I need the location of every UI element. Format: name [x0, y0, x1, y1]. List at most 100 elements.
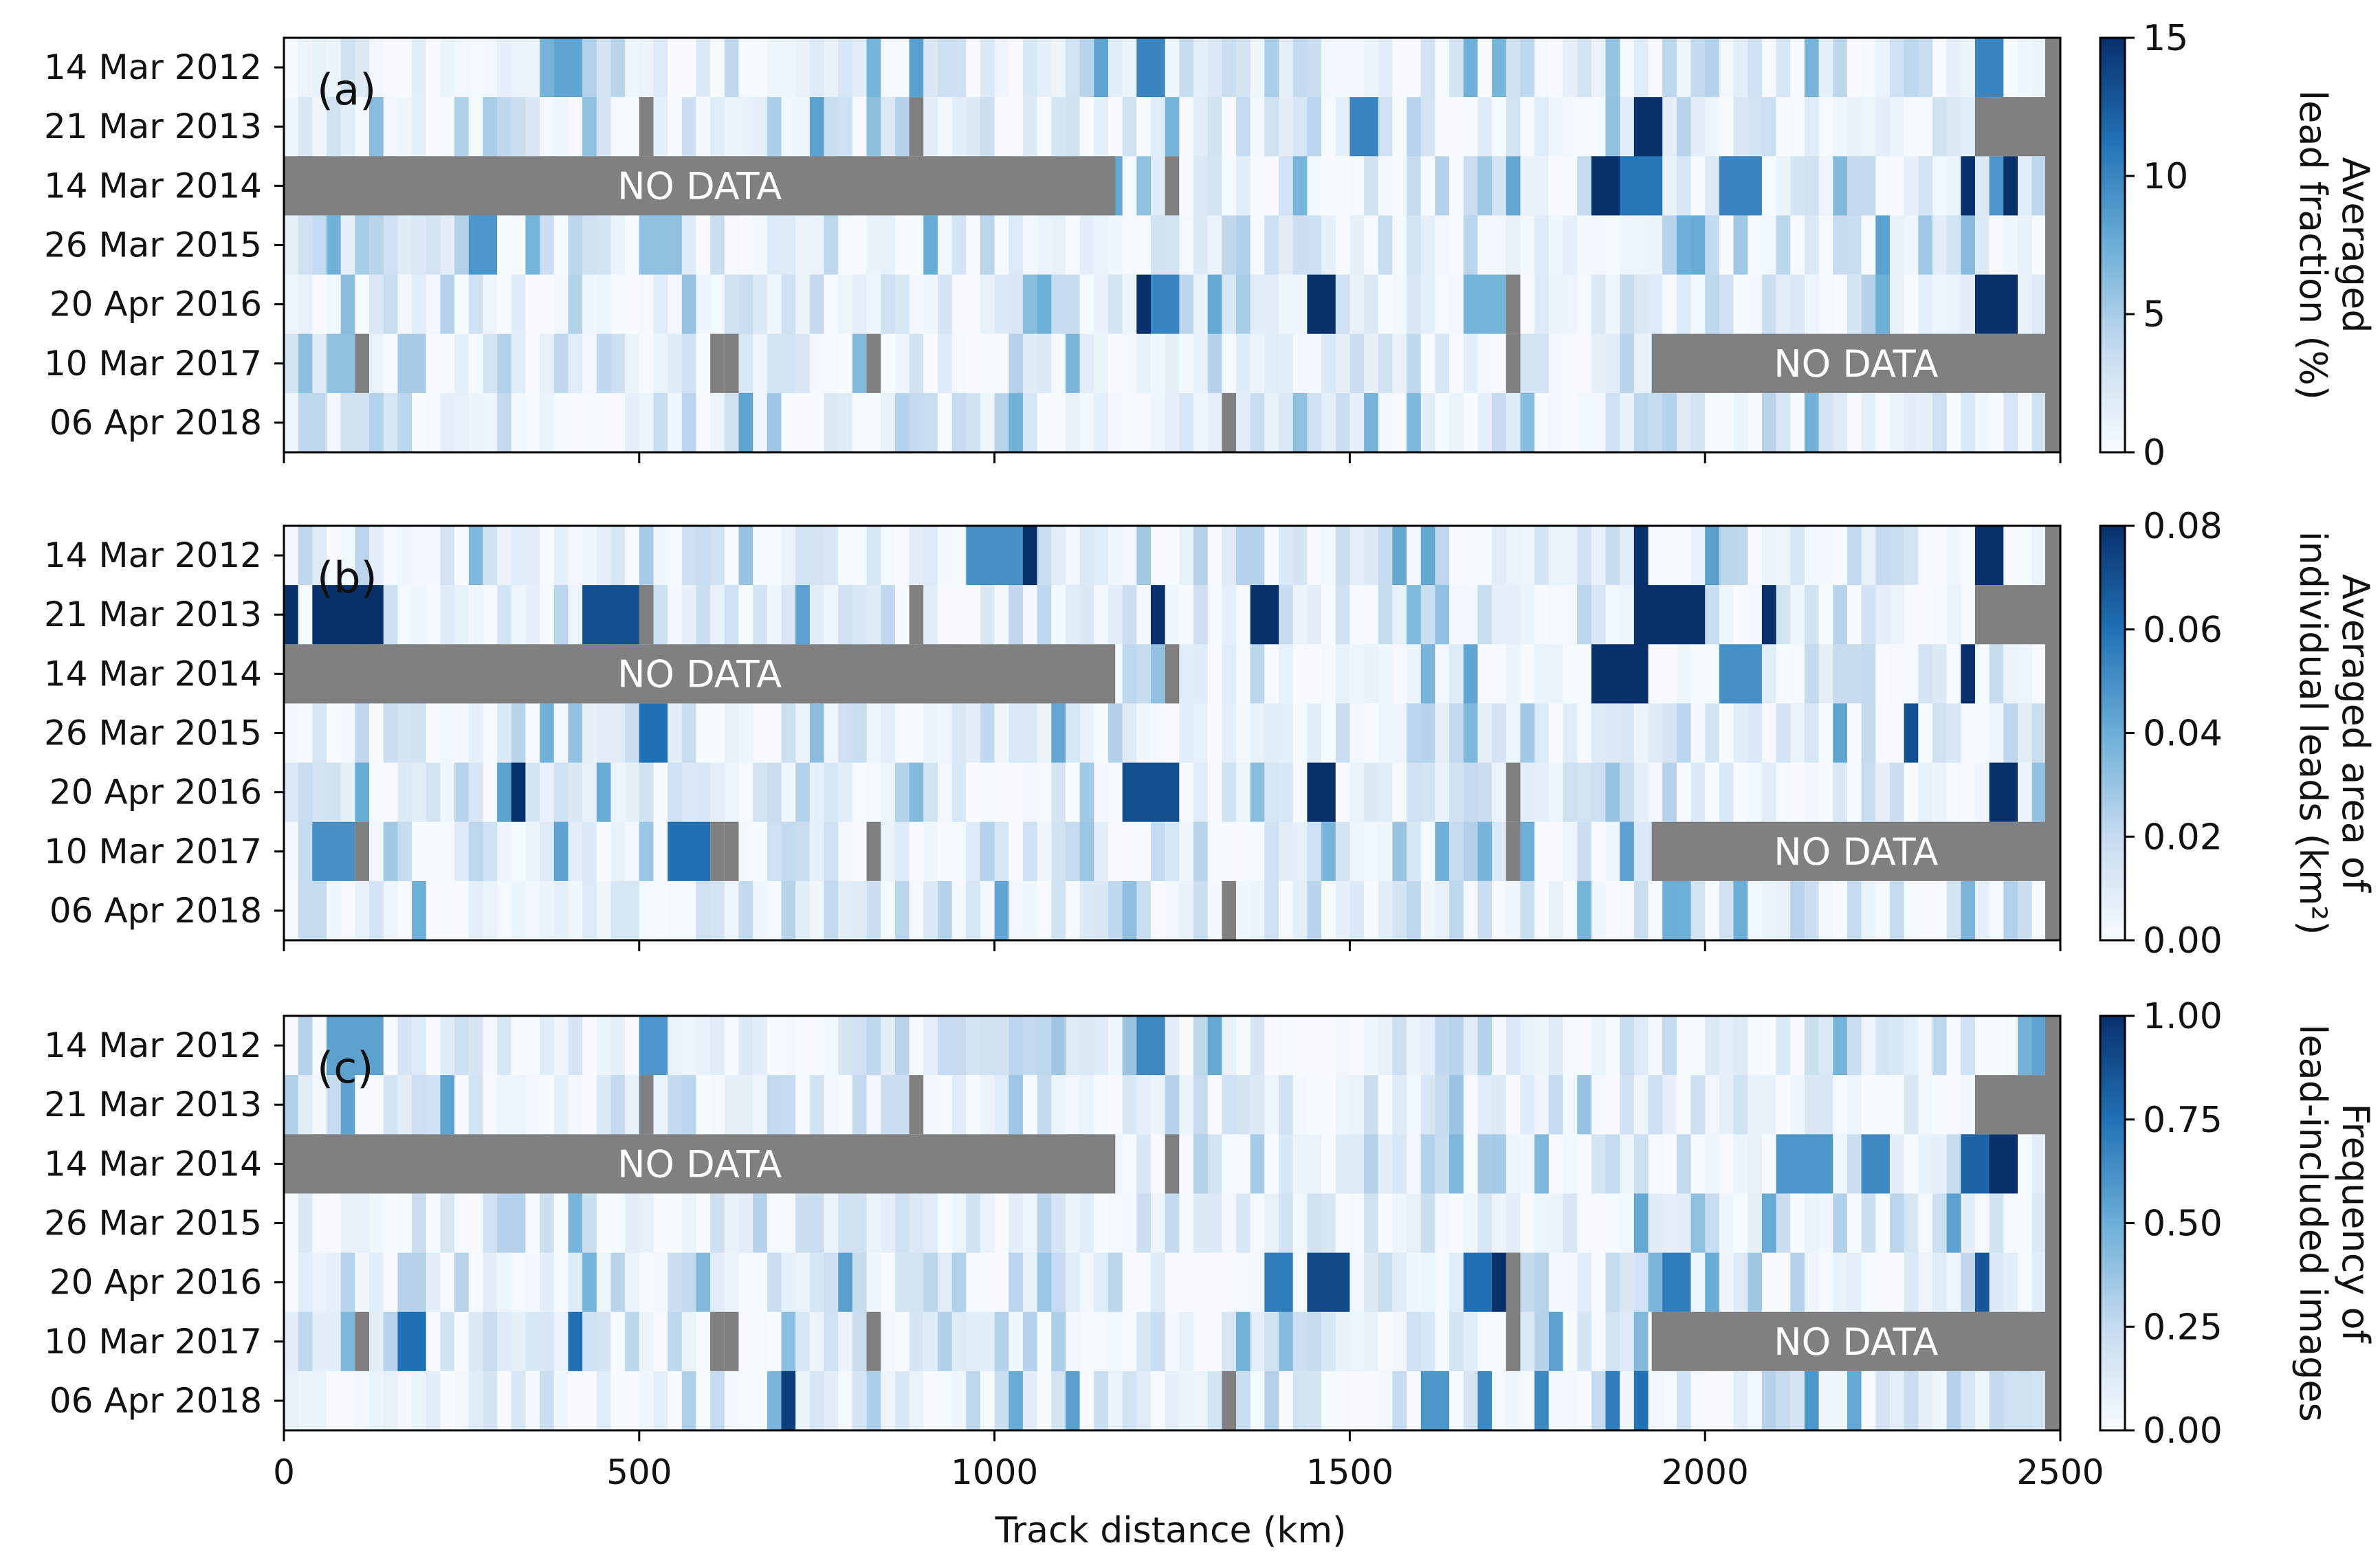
heatmap-cell — [1364, 821, 1379, 882]
heatmap-cell — [1492, 97, 1507, 157]
heatmap-cell — [710, 762, 725, 823]
heatmap-cell — [497, 585, 512, 645]
heatmap-cell — [866, 215, 881, 276]
heatmap-cell — [383, 1016, 398, 1076]
heatmap-cell — [340, 1075, 355, 1135]
heatmap-cell — [483, 274, 498, 335]
heatmap-cell — [582, 333, 597, 394]
heatmap-cell — [696, 585, 711, 645]
heatmap-cell — [1435, 585, 1450, 645]
heatmap-cell — [1961, 762, 1976, 823]
heatmap-cell — [1222, 38, 1237, 98]
heatmap-cell — [1165, 333, 1180, 394]
heatmap-cell — [866, 762, 881, 823]
heatmap-cell — [668, 1075, 683, 1135]
heatmap-cell — [1292, 1016, 1308, 1076]
heatmap-cell — [1407, 585, 1422, 645]
heatmap-cell — [1364, 1371, 1379, 1431]
heatmap-cell — [483, 392, 498, 453]
heatmap-cell — [1719, 1016, 1734, 1076]
heatmap-cell — [1492, 1075, 1507, 1135]
heatmap-cell — [1392, 1371, 1407, 1431]
heatmap-cell — [1108, 880, 1123, 941]
heatmap-cell — [681, 1075, 697, 1135]
heatmap-cell — [1662, 274, 1677, 335]
heatmap-cell — [2031, 1371, 2047, 1431]
heatmap-cell — [1861, 703, 1876, 764]
heatmap-cell — [951, 1252, 967, 1313]
heatmap-cell — [1889, 644, 1905, 705]
heatmap-cell — [610, 97, 626, 157]
heatmap-cell — [923, 1016, 938, 1076]
heatmap-cell — [1150, 1016, 1166, 1076]
heatmap-cell — [1492, 703, 1507, 764]
heatmap-cell — [937, 333, 953, 394]
heatmap-cell — [1150, 38, 1166, 98]
heatmap-cell — [1307, 526, 1322, 586]
heatmap-cell — [753, 333, 768, 394]
heatmap-cell — [596, 821, 612, 882]
heatmap-cell — [1392, 1193, 1407, 1254]
heatmap-cell — [1961, 156, 1976, 217]
heatmap-cell — [1051, 274, 1066, 335]
heatmap-cell — [1193, 1075, 1209, 1135]
heatmap-cell — [1492, 1193, 1507, 1254]
heatmap-cell — [1633, 585, 1649, 645]
heatmap-cell — [738, 215, 753, 276]
heatmap-cell — [1051, 97, 1066, 157]
heatmap-cell — [1776, 1252, 1791, 1313]
heatmap-cell — [397, 821, 412, 882]
heatmap-cell — [909, 526, 924, 586]
heatmap-cell — [1051, 762, 1066, 823]
heatmap-cell — [397, 526, 412, 586]
heatmap-cell — [483, 1016, 498, 1076]
heatmap-cell — [1051, 703, 1066, 764]
heatmap-cell — [1492, 1252, 1507, 1313]
heatmap-cell — [468, 762, 484, 823]
heatmap-cell — [1748, 156, 1763, 217]
heatmap-cell — [1449, 156, 1464, 217]
heatmap-cell — [1548, 585, 1564, 645]
heatmap-cell — [298, 38, 313, 98]
heatmap-cell — [1633, 1134, 1649, 1195]
heatmap-cell — [1065, 1075, 1081, 1135]
heatmap-cell — [340, 821, 355, 882]
heatmap-cell — [625, 1371, 640, 1431]
heatmap-cell — [1236, 1016, 1251, 1076]
heatmap-cell — [1847, 1371, 1862, 1431]
heatmap-cell — [1193, 880, 1209, 941]
heatmap-cell — [1520, 97, 1535, 157]
heatmap-cell — [312, 1371, 327, 1431]
heatmap-cell — [1364, 97, 1379, 157]
heatmap-cell — [525, 215, 540, 276]
heatmap-cell — [980, 1193, 995, 1254]
heatmap-cell — [1620, 1016, 1635, 1076]
heatmap-cell — [426, 1075, 441, 1135]
heatmap-cell — [440, 38, 455, 98]
heatmap-cell — [2003, 1371, 2018, 1431]
heatmap-cell — [838, 38, 853, 98]
heatmap-cell — [1648, 215, 1663, 276]
heatmap-cell — [1633, 880, 1649, 941]
heatmap-cell — [1861, 1134, 1876, 1195]
heatmap-cell — [1733, 1193, 1748, 1254]
heatmap-cell — [1761, 392, 1777, 453]
heatmap-cell — [1961, 1371, 1976, 1431]
heatmap-cell — [994, 1311, 1009, 1372]
heatmap-cell — [966, 38, 981, 98]
heatmap-cell — [1407, 644, 1422, 705]
heatmap-cell — [327, 1193, 342, 1254]
heatmap-cell — [738, 821, 753, 882]
heatmap-cell — [1065, 1252, 1081, 1313]
heatmap-cell — [1705, 880, 1720, 941]
heatmap-cell — [1818, 392, 1833, 453]
missing-bin — [1165, 156, 1180, 216]
heatmap-cell — [1449, 1016, 1464, 1076]
heatmap-cell — [511, 97, 527, 157]
heatmap-cell — [1165, 1311, 1180, 1372]
heatmap-cell — [511, 585, 527, 645]
y-tick-label: 14 Mar 2012 — [44, 47, 262, 87]
heatmap-cell — [1719, 1371, 1734, 1431]
heatmap-cell — [369, 38, 384, 98]
heatmap-cell — [1207, 1016, 1222, 1076]
